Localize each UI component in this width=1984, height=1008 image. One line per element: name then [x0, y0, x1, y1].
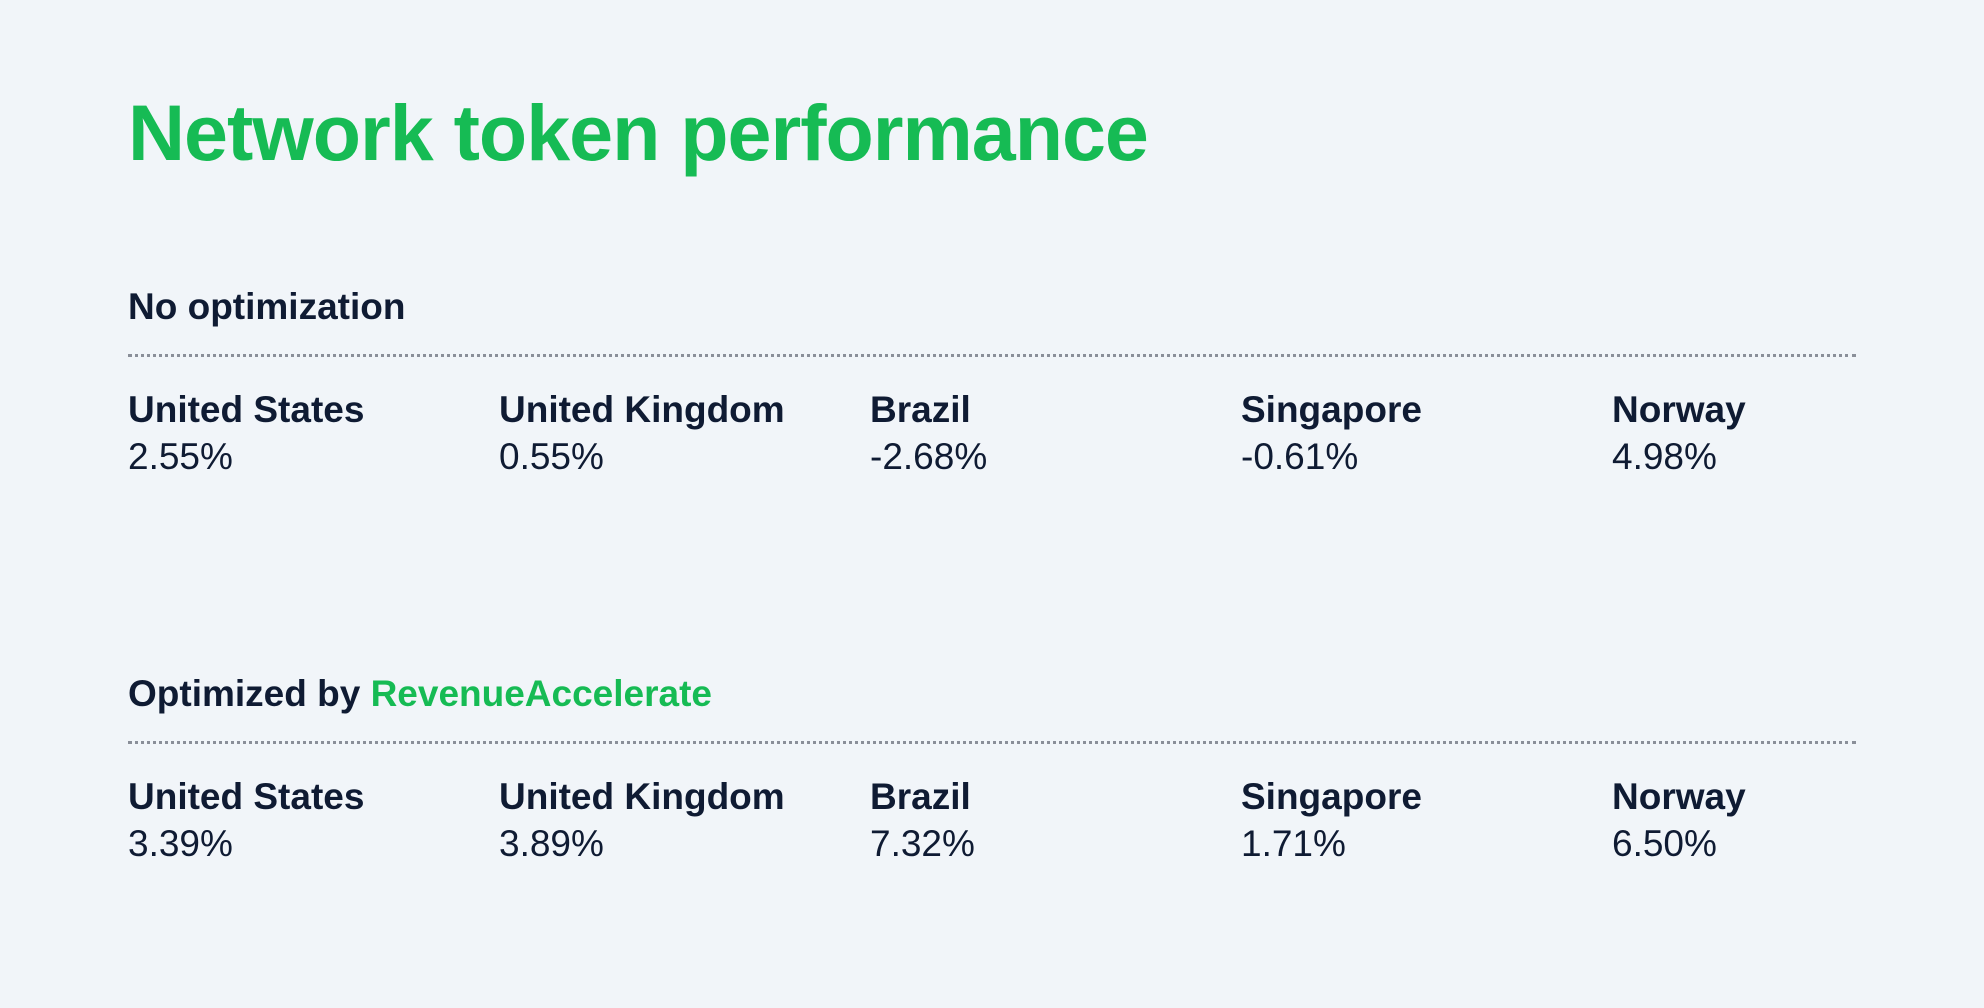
country-value: -2.68% — [870, 436, 988, 477]
country-value: 3.39% — [128, 823, 233, 864]
country-name: United States — [128, 389, 365, 430]
country-stat-brazil: Brazil -2.68% — [870, 387, 1241, 481]
country-name: Singapore — [1241, 389, 1422, 430]
country-name: Norway — [1612, 389, 1746, 430]
page-title: Network token performance — [128, 88, 1149, 177]
country-value: 4.98% — [1612, 436, 1717, 477]
country-name: United States — [128, 776, 365, 817]
country-name: United Kingdom — [499, 776, 785, 817]
country-name: United Kingdom — [499, 389, 785, 430]
dotted-divider — [128, 354, 1856, 357]
country-name: Brazil — [870, 776, 971, 817]
country-stat-singapore: Singapore -0.61% — [1241, 387, 1612, 481]
country-name: Norway — [1612, 776, 1746, 817]
country-stats-row: United States 3.39% United Kingdom 3.89%… — [128, 774, 1856, 868]
country-name: Singapore — [1241, 776, 1422, 817]
section-optimized: Optimized by RevenueAccelerate United St… — [128, 671, 1856, 868]
country-stats-row: United States 2.55% United Kingdom 0.55%… — [128, 387, 1856, 481]
country-stat-norway: Norway 4.98% — [1612, 387, 1856, 481]
section-heading: No optimization — [128, 284, 1856, 330]
country-value: 2.55% — [128, 436, 233, 477]
dotted-divider — [128, 741, 1856, 744]
section-heading-text: No optimization — [128, 286, 406, 327]
section-heading-accent: RevenueAccelerate — [370, 673, 712, 714]
section-heading-text: Optimized by — [128, 673, 371, 714]
country-stat-norway: Norway 6.50% — [1612, 774, 1856, 868]
country-stat-brazil: Brazil 7.32% — [870, 774, 1241, 868]
country-stat-united-states: United States 3.39% — [128, 774, 499, 868]
country-value: -0.61% — [1241, 436, 1359, 477]
country-name: Brazil — [870, 389, 971, 430]
country-value: 7.32% — [870, 823, 975, 864]
section-no-optimization: No optimization United States 2.55% Unit… — [128, 284, 1856, 481]
country-value: 1.71% — [1241, 823, 1346, 864]
country-stat-united-kingdom: United Kingdom 0.55% — [499, 387, 870, 481]
country-value: 3.89% — [499, 823, 604, 864]
country-value: 0.55% — [499, 436, 604, 477]
country-stat-singapore: Singapore 1.71% — [1241, 774, 1612, 868]
country-value: 6.50% — [1612, 823, 1717, 864]
country-stat-united-states: United States 2.55% — [128, 387, 499, 481]
country-stat-united-kingdom: United Kingdom 3.89% — [499, 774, 870, 868]
section-heading: Optimized by RevenueAccelerate — [128, 671, 1856, 717]
